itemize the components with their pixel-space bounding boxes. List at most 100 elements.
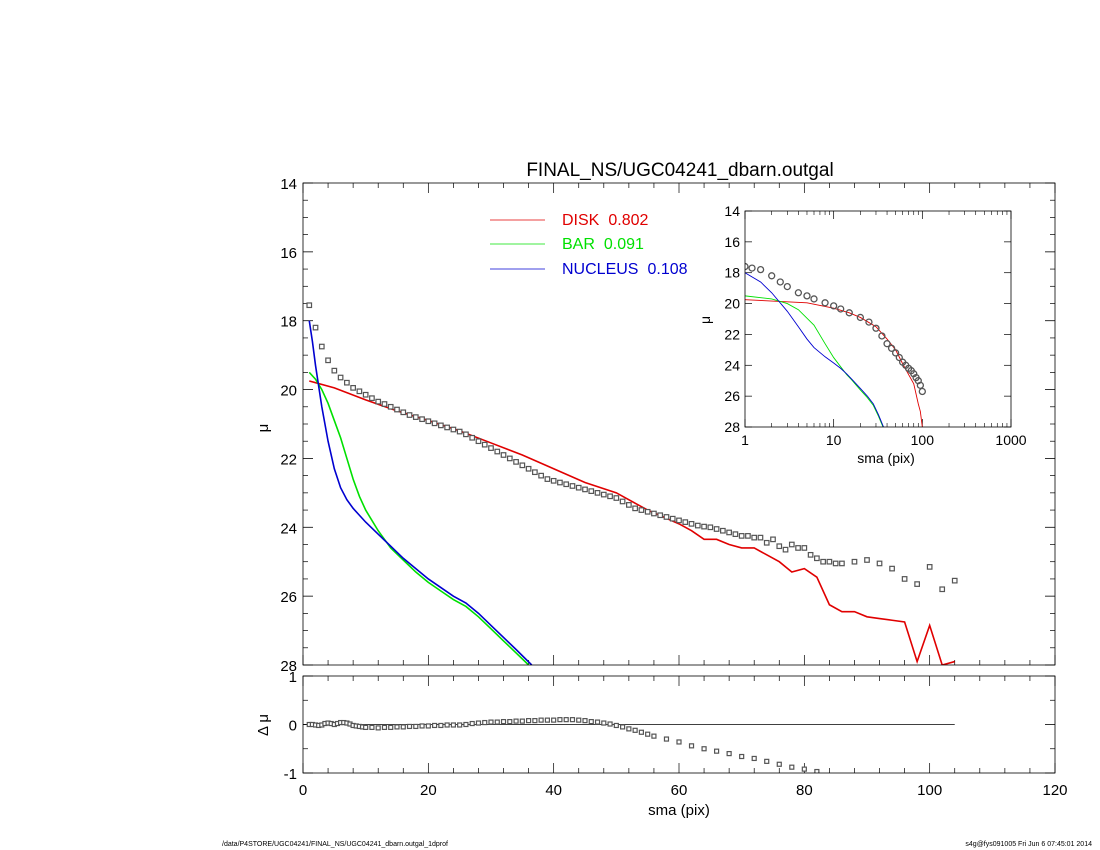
resid-point [544, 717, 551, 723]
resid-point [764, 758, 770, 764]
resid-point [419, 723, 425, 729]
resid-point [381, 724, 388, 731]
resid-xtick-label: 80 [796, 782, 813, 799]
main-point [619, 498, 626, 505]
resid-point [551, 717, 557, 723]
main-point [494, 448, 501, 455]
resid-point [713, 748, 720, 754]
resid-point [413, 723, 419, 730]
main-point [676, 517, 682, 524]
main-point [400, 409, 407, 416]
resid-point [400, 724, 406, 730]
main-point [832, 560, 839, 567]
inset-ytick-label: 24 [724, 357, 740, 373]
main-point [569, 483, 576, 489]
inset-log-profile-panel: 14 16 18 20 22 24 26 281 10 100 1000 sma (pix) μ [697, 203, 1027, 466]
main-point [757, 534, 764, 541]
resid-point [569, 717, 576, 723]
main-point [682, 519, 689, 525]
inset-ytick-label: 14 [724, 203, 740, 219]
inset-point [794, 289, 803, 297]
main-point [450, 426, 457, 433]
resid-point [538, 717, 544, 723]
main-point [469, 434, 476, 441]
main-point [337, 374, 344, 381]
inset-point [916, 381, 925, 389]
main-point [500, 452, 507, 458]
main-point [325, 357, 331, 364]
resid-ytick-label: 0 [289, 718, 297, 735]
inset-xtick-label: 1000 [995, 432, 1026, 448]
resid-ylabel: Δ μ [255, 714, 272, 736]
main-point [776, 543, 783, 550]
main-point [632, 505, 638, 512]
main-point [939, 586, 946, 593]
resid-xtick-label: 20 [420, 782, 437, 799]
resid-point [519, 718, 525, 724]
resid-point [619, 724, 626, 730]
resid-point [469, 720, 475, 727]
resid-point [557, 717, 563, 723]
inset-point [878, 332, 886, 340]
inset-point [918, 387, 926, 396]
main-point [563, 481, 570, 488]
main-point [444, 424, 450, 431]
footer-file-path: /data/P4STORE/UGC04241/FINAL_NS/UGC04241… [222, 841, 448, 848]
main-point [638, 507, 645, 513]
main-point [763, 539, 770, 546]
inset-ytick-label: 16 [724, 234, 740, 250]
resid-point [576, 717, 582, 723]
main-point [362, 391, 369, 398]
inset-point [810, 295, 818, 303]
inset-ytick-label: 28 [724, 419, 740, 435]
main-point [876, 560, 883, 567]
inset-point [883, 340, 891, 348]
main-point [387, 403, 394, 410]
resid-point [613, 722, 619, 729]
resid-point [814, 768, 820, 773]
resid-point [582, 718, 588, 724]
main-point [951, 577, 958, 584]
main-point [644, 508, 651, 515]
main-point [425, 418, 432, 425]
legend-label-nucleus: NUCLEUS 0.108 [562, 261, 688, 278]
resid-point [444, 722, 450, 728]
resid-point [563, 717, 569, 723]
main-ytick-label: 26 [280, 589, 297, 606]
main-frame [302, 182, 1056, 666]
main-point [651, 510, 657, 517]
main-point [607, 493, 613, 500]
resid-point [457, 722, 463, 728]
inset-point [776, 278, 784, 286]
inset-background [745, 211, 1011, 427]
legend: DISK 0.802 BAR 0.091 NUCLEUS 0.108 [490, 212, 688, 278]
main-point [814, 555, 820, 562]
inset-point [768, 272, 776, 280]
main-point [544, 476, 551, 482]
main-point [406, 412, 413, 418]
resid-point [789, 764, 795, 770]
resid-point [369, 724, 375, 731]
main-point [475, 438, 482, 445]
resid-point [425, 723, 431, 729]
resid-point [594, 719, 601, 725]
main-point [481, 441, 488, 448]
main-point [745, 533, 751, 539]
main-point [713, 526, 720, 532]
main-point [588, 488, 595, 494]
resid-point [463, 721, 469, 728]
main-ytick-label: 20 [280, 383, 297, 400]
inset-point [745, 262, 749, 271]
main-series-bar [308, 371, 530, 665]
inset-point [830, 302, 838, 310]
resid-point [651, 733, 657, 739]
resid-point [751, 755, 757, 762]
inset-point [872, 324, 880, 332]
main-point [826, 558, 833, 565]
resid-frame [302, 675, 1056, 774]
inset-point [837, 305, 845, 313]
main-point [331, 367, 338, 374]
inset-xlabel: sma (pix) [857, 450, 915, 466]
